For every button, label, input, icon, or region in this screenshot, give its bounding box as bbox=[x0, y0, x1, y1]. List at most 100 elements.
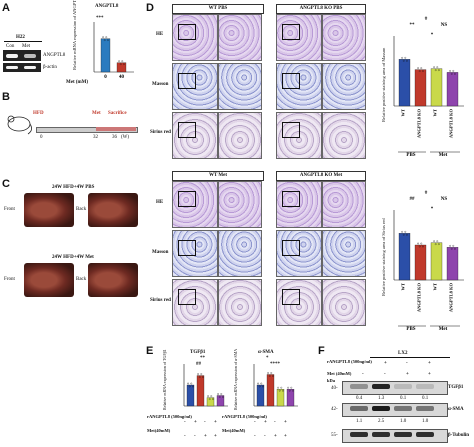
zoom-box bbox=[178, 73, 196, 89]
dot bbox=[420, 242, 423, 245]
dot bbox=[208, 398, 211, 400]
zoom-box bbox=[282, 289, 300, 305]
dot bbox=[277, 386, 279, 389]
sig-label: NS bbox=[441, 23, 448, 28]
e-sign: + bbox=[284, 420, 287, 425]
bar-3 bbox=[216, 395, 225, 407]
dot bbox=[449, 244, 451, 247]
bar-1 bbox=[266, 374, 275, 407]
dot bbox=[267, 372, 269, 374]
timeline-hfd: HFD bbox=[33, 111, 44, 116]
dot bbox=[218, 396, 221, 398]
dot bbox=[422, 70, 424, 72]
dot bbox=[290, 386, 293, 389]
dot bbox=[262, 385, 264, 388]
sig-label: ## bbox=[410, 197, 416, 202]
dot bbox=[278, 389, 281, 392]
c-back-2: Back bbox=[76, 277, 87, 282]
e-title-2: α-SMA bbox=[258, 350, 274, 355]
panel-f-letter: F bbox=[318, 345, 325, 357]
tick-label-0: WT bbox=[401, 109, 406, 117]
mouse-icon bbox=[7, 115, 32, 135]
zoom-box bbox=[178, 240, 196, 256]
dot bbox=[404, 230, 407, 233]
e-sign: + bbox=[274, 434, 277, 439]
f-quant: 2.5 bbox=[378, 419, 385, 424]
dot bbox=[123, 63, 125, 66]
tick-label-0: WT bbox=[401, 283, 406, 291]
dot bbox=[452, 70, 455, 72]
f-band bbox=[372, 406, 390, 411]
dot bbox=[404, 56, 407, 59]
bar-3 bbox=[446, 72, 459, 107]
f-cell-line: LX2 bbox=[398, 351, 408, 356]
f-quant: 0.1 bbox=[400, 396, 407, 401]
d-row-sirius-2: Sirius red bbox=[150, 298, 171, 303]
e-sig: * bbox=[266, 356, 269, 361]
group-label: PBS bbox=[406, 327, 415, 332]
micrograph-he-1 bbox=[218, 14, 262, 61]
e-sign: - bbox=[254, 420, 256, 425]
tick-label-3: ANGPTL8 KO bbox=[449, 109, 454, 139]
dot bbox=[436, 240, 439, 243]
dot bbox=[118, 60, 120, 63]
dot bbox=[188, 385, 191, 388]
dot bbox=[105, 36, 108, 39]
d-row-he-2: HE bbox=[156, 200, 164, 205]
e-row2-label-a: Met(40mM) bbox=[147, 428, 171, 433]
f-sign-r: - bbox=[406, 361, 408, 366]
zoom-box bbox=[282, 24, 300, 40]
e-sign: - bbox=[194, 434, 196, 439]
panel-e-letter: E bbox=[146, 345, 154, 357]
dot bbox=[212, 398, 214, 400]
c-bottom-label: 24W HFD+4W Met bbox=[52, 255, 94, 260]
dot bbox=[454, 247, 456, 250]
dot bbox=[210, 395, 213, 397]
chart-a: 0 40 bbox=[93, 22, 134, 80]
dot bbox=[272, 375, 274, 377]
f-kda: kDa bbox=[327, 378, 336, 383]
f-band bbox=[394, 406, 412, 411]
e-sig: ## bbox=[196, 362, 201, 367]
f-band bbox=[372, 384, 390, 389]
dot bbox=[401, 56, 403, 59]
f-band-tubulin: β-Tubulin bbox=[448, 433, 470, 438]
dot bbox=[418, 245, 421, 248]
f-quant: 0.1 bbox=[422, 396, 429, 401]
f-quant: 1.1 bbox=[356, 419, 363, 424]
e-sig: **** bbox=[270, 362, 280, 367]
tick-36: 36 bbox=[112, 135, 117, 140]
e-row1-label-b: rANGPTL8 (500ng/ml) bbox=[222, 414, 267, 419]
dot bbox=[417, 67, 419, 69]
bar-0 bbox=[100, 38, 111, 73]
chart-a-title: ANGPTL8 bbox=[95, 4, 119, 9]
tick-label-1: 40 bbox=[119, 75, 125, 80]
dot bbox=[449, 70, 451, 72]
dot bbox=[121, 60, 124, 63]
liver-front-met bbox=[24, 263, 74, 297]
panel-a-letter: A bbox=[2, 2, 10, 14]
micrograph-he-3 bbox=[322, 181, 366, 228]
zoom-box bbox=[178, 289, 196, 305]
f-marker-55: 55- bbox=[331, 433, 338, 438]
f-band bbox=[350, 384, 368, 389]
dot bbox=[200, 373, 203, 375]
sig-label: * bbox=[431, 207, 434, 212]
chart-a-sig: *** bbox=[96, 16, 104, 21]
e-sign: + bbox=[194, 420, 197, 425]
d-row-masson-2: Masson bbox=[152, 250, 169, 255]
group-label: Met bbox=[439, 153, 448, 158]
d-row-he-1: HE bbox=[156, 32, 164, 37]
dot bbox=[436, 66, 439, 69]
f-band bbox=[394, 384, 412, 389]
dot bbox=[270, 372, 273, 374]
tick-label-1: ANGPTL8 KO bbox=[417, 283, 422, 313]
tick-32: 32 bbox=[93, 135, 98, 140]
chart-d1-ylabel: Relative positive staining area of Masso… bbox=[381, 47, 386, 122]
f-marker-42: 42- bbox=[331, 407, 338, 412]
dot bbox=[438, 69, 440, 72]
f-marker-40: 40- bbox=[331, 386, 338, 391]
liver-back-pbs bbox=[88, 193, 138, 227]
bar-0 bbox=[186, 384, 195, 407]
bar-0 bbox=[256, 384, 265, 407]
